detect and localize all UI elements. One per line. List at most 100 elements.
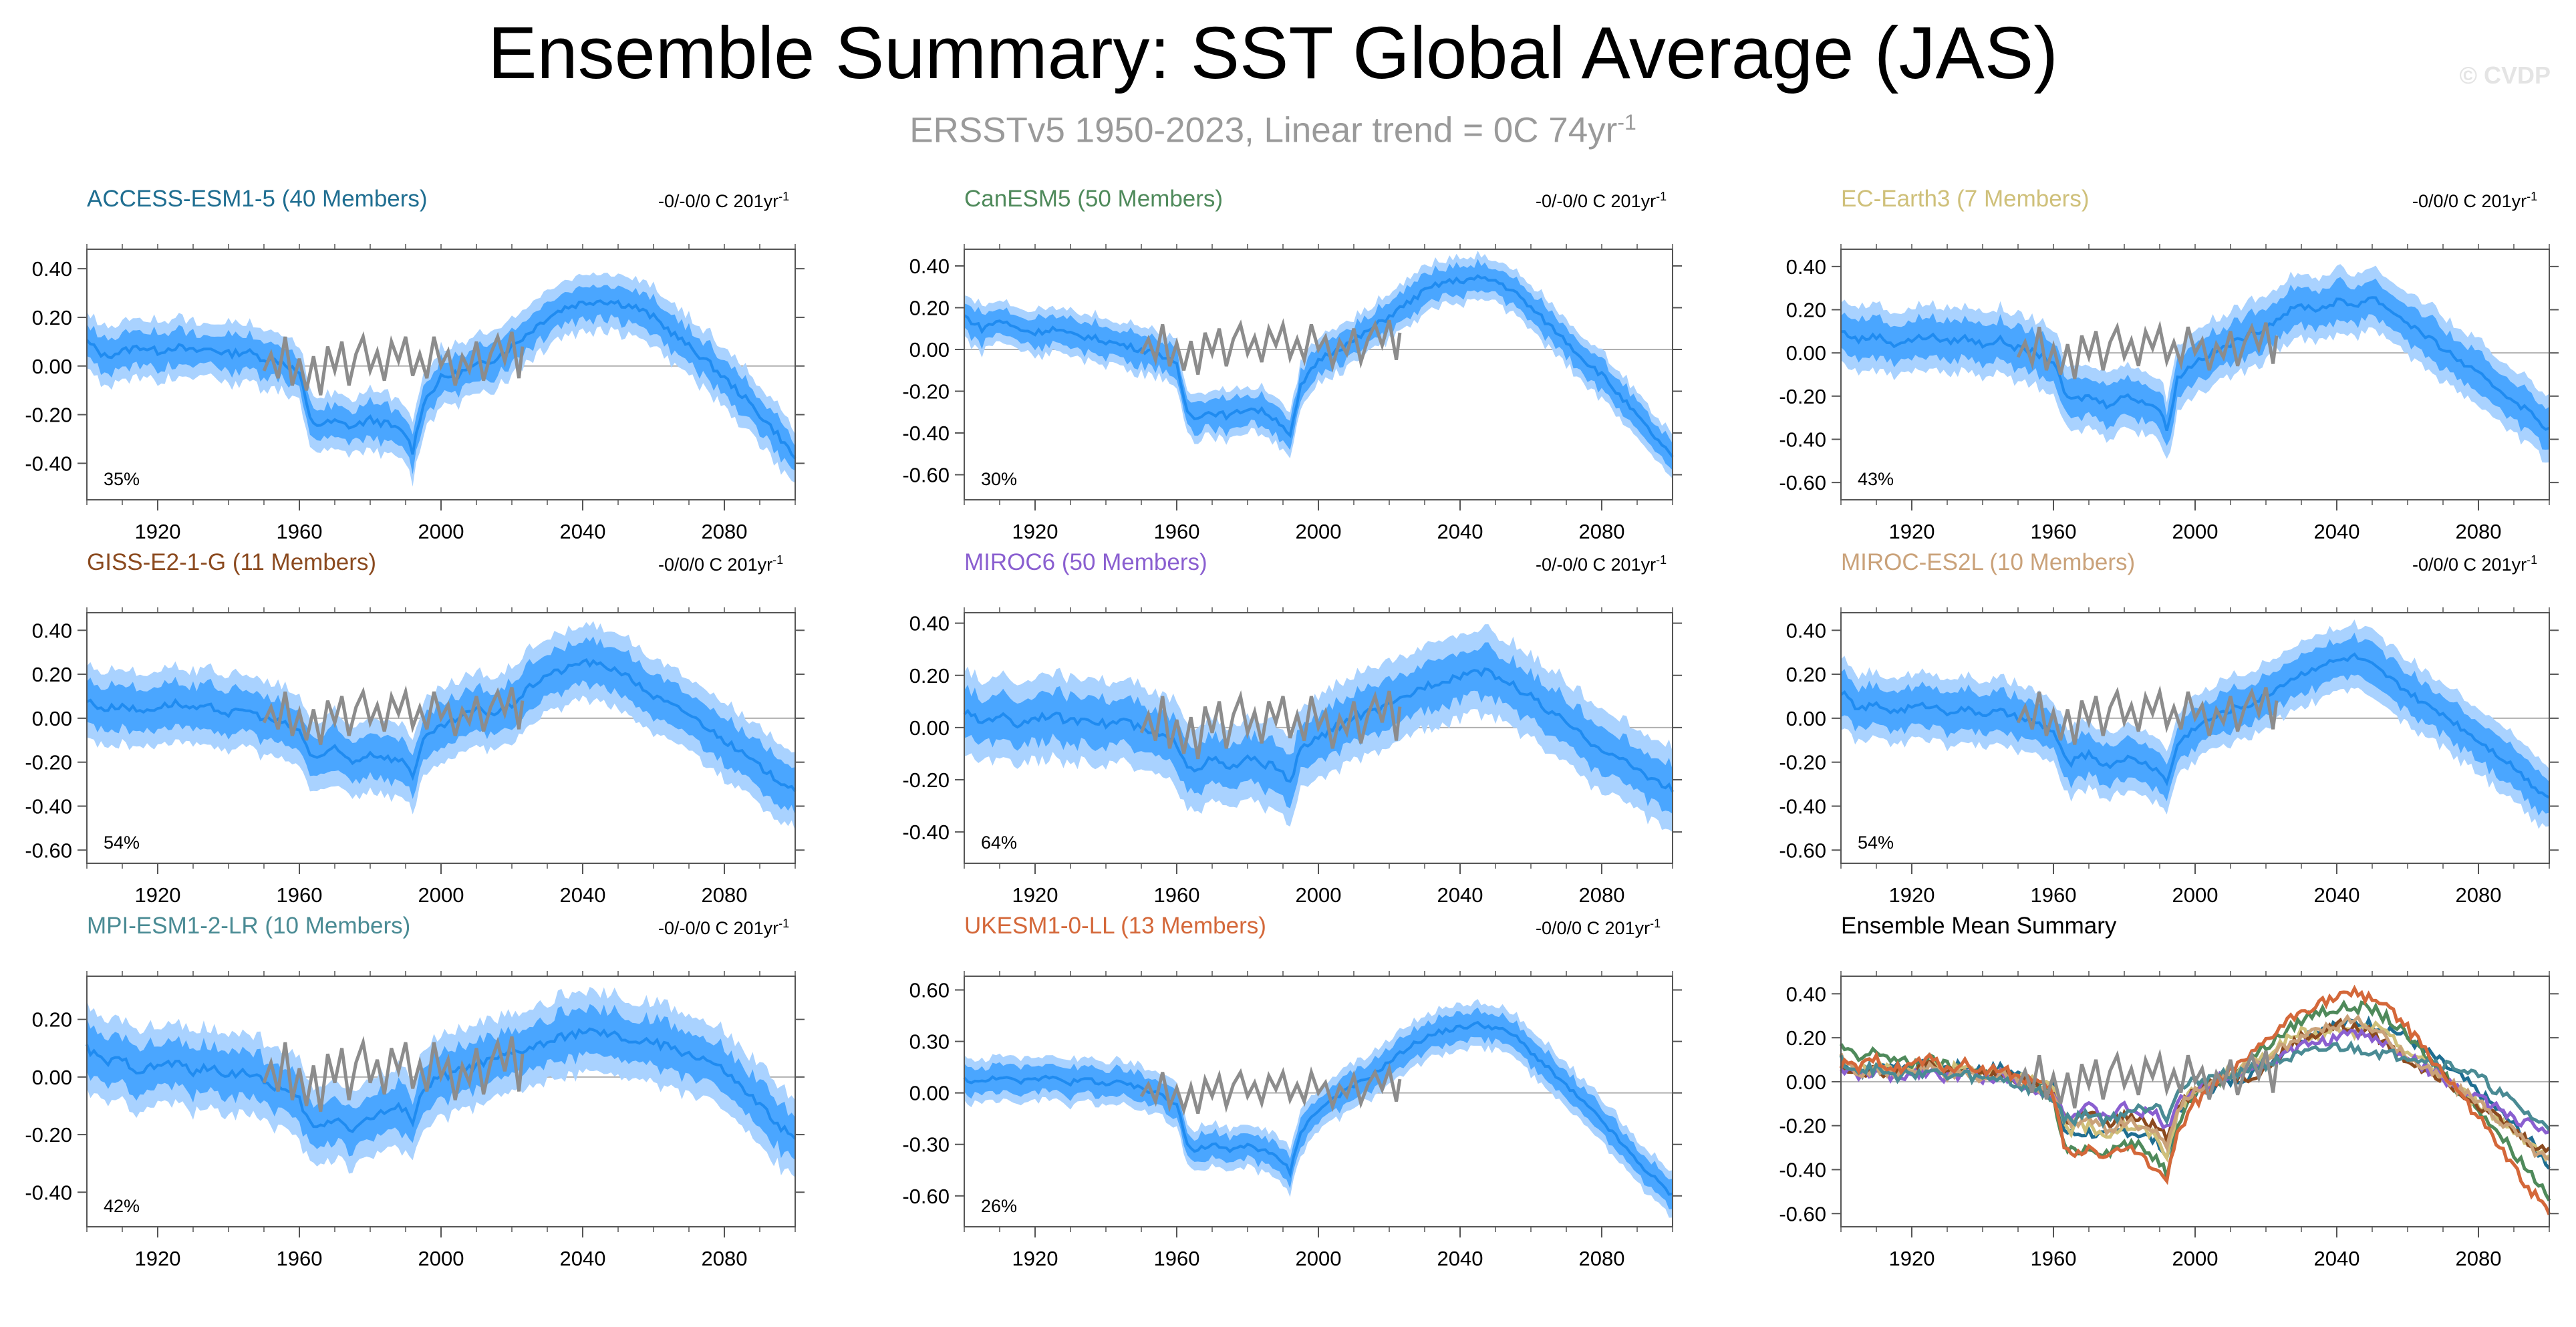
model-mean-line <box>1839 1014 2551 1161</box>
ensemble-mean-line <box>1840 296 2550 432</box>
x-tick-label: 1960 <box>277 520 323 543</box>
percent-label: 43% <box>1858 469 1894 489</box>
chart-panel: MPI-ESM1-2-LR (10 Members) -0/-0/0 C 201y… <box>0 913 869 1327</box>
trend-exponent: -1 <box>1656 190 1667 203</box>
x-tick-label: 2040 <box>560 883 606 907</box>
panel-title: GISS-E2-1-G (11 Members) <box>87 549 377 575</box>
chart-panel: GISS-E2-1-G (11 Members) -0/0/0 C 201yr-1… <box>0 549 869 964</box>
y-tick-label: -0.20 <box>902 768 950 792</box>
x-tick-label: 2080 <box>2456 883 2502 907</box>
y-tick-label: -0.20 <box>1779 751 1826 774</box>
y-tick-label: -0.40 <box>1779 1158 1826 1181</box>
figure-title: Ensemble Summary: SST Global Average (JA… <box>488 12 2058 94</box>
chart-panel: UKESM1-0-LL (13 Members) -0/0/0 C 201yr-1… <box>877 913 1746 1327</box>
panel-title: UKESM1-0-LL (13 Members) <box>964 913 1266 939</box>
ensemble-mean-line <box>86 299 797 460</box>
percent-label: 26% <box>981 1196 1017 1216</box>
x-tick-label: 2040 <box>1437 1247 1483 1270</box>
panel-title: MIROC6 (50 Members) <box>964 549 1207 575</box>
y-tick-label: -0.40 <box>25 794 72 818</box>
ensemble-mean-line <box>1840 652 2550 799</box>
x-tick-label: 2000 <box>2172 1247 2219 1270</box>
percent-label: 64% <box>981 833 1017 853</box>
x-tick-label: 1920 <box>1889 883 1935 907</box>
x-tick-label: 2040 <box>2314 520 2360 543</box>
trend-label: -0/-0/0 C 201yr-1 <box>658 190 789 212</box>
y-tick-label: -0.40 <box>902 821 950 844</box>
percent-label: 30% <box>981 469 1017 489</box>
percent-label: 35% <box>104 469 140 489</box>
chart-plot: 0.40 0.20 0.00 -0.20 -0.40 -0.60 1920 1960 2000 2… <box>902 244 1682 543</box>
panel-title: ACCESS-ESM1-5 (40 Members) <box>87 186 428 212</box>
chart-plot: 0.40 0.20 0.00 -0.20 -0.40 -0.60 1920 1960 2000 2… <box>1779 971 2559 1270</box>
y-tick-label: -0.40 <box>1779 794 1826 818</box>
panel-title: Ensemble Mean Summary <box>1841 913 2117 939</box>
y-tick-label: 0.20 <box>32 1008 72 1032</box>
y-tick-label: -0.20 <box>1779 385 1826 408</box>
trend-text: -0/0/0 C 201yr <box>2412 191 2527 211</box>
trend-label: -0/-0/0 C 201yr-1 <box>1536 553 1667 575</box>
trend-text: -0/-0/0 C 201yr <box>1536 191 1657 211</box>
y-tick-label: 0.20 <box>32 663 72 686</box>
chart-plot: 0.40 0.20 0.00 -0.20 -0.40 -0.60 1920 1960 2000 2… <box>25 607 805 907</box>
y-tick-label: 0.40 <box>909 612 950 635</box>
trend-label: -0/0/0 C 201yr-1 <box>1536 917 1661 939</box>
y-tick-label: 0.40 <box>32 619 72 642</box>
x-tick-label: 1920 <box>1889 1247 1935 1270</box>
y-tick-label: -0.40 <box>25 452 72 475</box>
x-tick-label: 2000 <box>418 883 464 907</box>
y-tick-label: -0.20 <box>902 380 950 404</box>
chart-plot: 0.40 0.20 0.00 -0.20 -0.40 1920 1960 2000 2040 20… <box>902 607 1682 907</box>
trend-exponent: -1 <box>2527 553 2538 567</box>
ensemble-mean-line <box>963 274 1674 458</box>
x-tick-label: 1960 <box>1154 1247 1200 1270</box>
percent-label: 54% <box>1858 833 1894 853</box>
x-tick-label: 2000 <box>1296 1247 1342 1270</box>
y-tick-label: 0.00 <box>32 1066 72 1089</box>
x-tick-label: 1960 <box>277 883 323 907</box>
trend-text: -0/-0/0 C 201yr <box>658 918 779 938</box>
y-tick-label: 0.00 <box>1786 1070 1826 1094</box>
inner-range-band <box>87 284 795 474</box>
y-tick-label: -0.40 <box>1779 428 1826 451</box>
y-tick-label: 0.00 <box>909 338 950 361</box>
chart-plot: 0.20 0.00 -0.20 -0.40 1920 1960 2000 2040 2080 42… <box>25 971 805 1270</box>
y-tick-label: -0.60 <box>1779 839 1826 862</box>
trend-exponent: -1 <box>1650 917 1661 930</box>
x-tick-label: 2000 <box>418 1247 464 1270</box>
trend-exponent: -1 <box>1656 553 1667 567</box>
x-tick-label: 1960 <box>277 1247 323 1270</box>
panel-title: MIROC-ES2L (10 Members) <box>1841 549 2136 575</box>
x-tick-label: 1920 <box>135 883 181 907</box>
y-tick-label: -0.60 <box>902 464 950 487</box>
x-tick-label: 1920 <box>1012 883 1058 907</box>
ensemble-mean-line <box>86 658 797 792</box>
trend-text: -0/-0/0 C 201yr <box>658 191 779 211</box>
observations-line <box>2016 1048 2279 1109</box>
chart-plot: 0.40 0.20 0.00 -0.20 -0.40 1920 1960 2000 2040 20… <box>25 244 805 543</box>
x-tick-label: 2040 <box>1437 883 1483 907</box>
y-tick-label: -0.20 <box>1779 1115 1826 1138</box>
inner-range-band <box>87 1004 795 1161</box>
chart-panel: Ensemble Mean Summary 0.40 0.20 0.00 -0.20 -0… <box>1754 913 2576 1327</box>
inner-range-band <box>964 259 1673 470</box>
y-tick-label: -0.20 <box>25 404 72 427</box>
trend-text: -0/0/0 C 201yr <box>658 555 773 575</box>
panel-title: CanESM5 (50 Members) <box>964 186 1224 212</box>
chart-panel: MIROC-ES2L (10 Members) -0/0/0 C 201yr-1 0… <box>1754 549 2576 964</box>
x-tick-label: 2080 <box>2456 520 2502 543</box>
y-tick-label: -0.60 <box>1779 471 1826 494</box>
trend-label: -0/0/0 C 201yr-1 <box>2412 190 2537 212</box>
x-tick-label: 1960 <box>2031 1247 2077 1270</box>
y-tick-label: 0.00 <box>1786 341 1826 365</box>
ensemble-mean-line <box>963 1020 1673 1196</box>
observations-line <box>1139 690 1402 760</box>
chart-plot: 0.40 0.20 0.00 -0.20 -0.40 -0.60 1920 1960 2000 2… <box>1779 244 2559 543</box>
observations-line <box>262 1036 525 1112</box>
x-tick-label: 2080 <box>1579 520 1625 543</box>
y-tick-label: 0.20 <box>1786 663 1826 686</box>
chart-plot: 0.60 0.30 0.00 -0.30 -0.60 1920 1960 2000 2040 20… <box>902 971 1682 1270</box>
x-tick-label: 2040 <box>560 520 606 543</box>
trend-text: -0/-0/0 C 201yr <box>1536 555 1657 575</box>
trend-exponent: -1 <box>778 190 790 203</box>
